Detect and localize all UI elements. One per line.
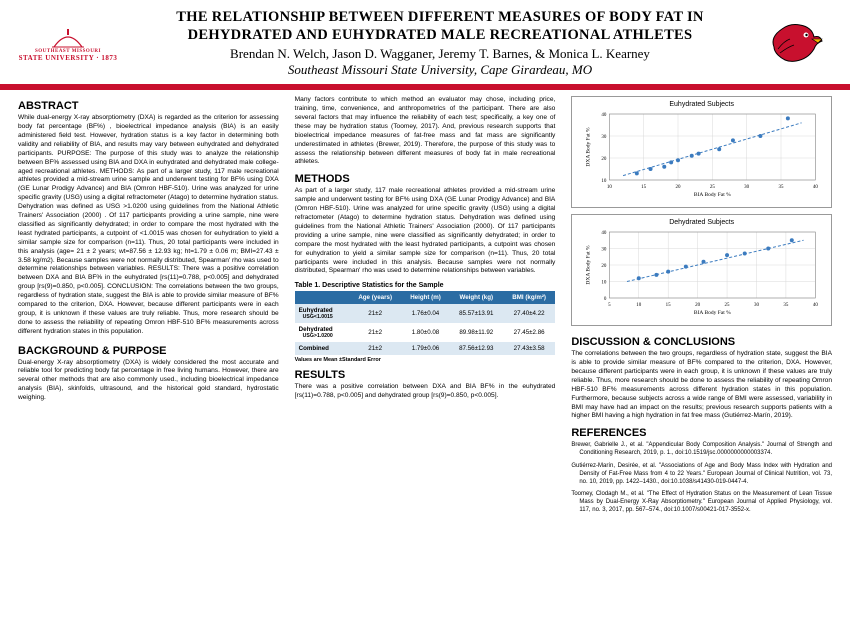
reference-item: Brewer, Gabrielle J., et al. "Appendicul… — [571, 441, 832, 457]
svg-text:10: 10 — [637, 303, 643, 308]
table-cell: 87.56±12.93 — [450, 342, 503, 355]
table-caption: Table 1. Descriptive Statistics for the … — [295, 282, 556, 289]
column-1: ABSTRACT While dual-energy X-ray absorpt… — [18, 96, 279, 518]
svg-text:35: 35 — [779, 185, 785, 190]
methods-text: As part of a larger study, 117 male recr… — [295, 187, 556, 276]
svg-text:BIA Body Fat %: BIA Body Fat % — [694, 310, 731, 316]
svg-text:DXA Body Fat %: DXA Body Fat % — [586, 245, 592, 285]
svg-text:20: 20 — [602, 157, 608, 162]
stats-table: Age (years)Height (m)Weight (kg)BMI (kg/… — [295, 291, 556, 355]
svg-text:20: 20 — [602, 264, 608, 269]
title-block: THE RELATIONSHIP BETWEEN DIFFERENT MEASU… — [130, 8, 750, 78]
column-2: Many factors contribute to which method … — [295, 96, 556, 518]
abstract-heading: ABSTRACT — [18, 100, 279, 112]
svg-text:15: 15 — [666, 303, 672, 308]
table-note: Values are Mean ±Standard Error — [295, 357, 556, 363]
background-heading: BACKGROUND & PURPOSE — [18, 345, 279, 357]
svg-text:DXA Body Fat %: DXA Body Fat % — [586, 127, 592, 167]
svg-text:30: 30 — [754, 303, 760, 308]
dome-icon — [50, 25, 86, 49]
table-row: DehydratedUSG>1.020021±21.80±0.0889.98±1… — [295, 323, 556, 342]
svg-text:10: 10 — [602, 281, 608, 286]
svg-text:BIA Body Fat %: BIA Body Fat % — [694, 192, 731, 198]
svg-text:40: 40 — [813, 185, 819, 190]
table-header: Age (years) — [349, 291, 401, 304]
logo-text-bottom: STATE UNIVERSITY · 1873 — [19, 54, 118, 62]
header: SOUTHEAST MISSOURI STATE UNIVERSITY · 18… — [0, 0, 850, 84]
table-header: Weight (kg) — [450, 291, 503, 304]
affiliation: Southeast Missouri State University, Cap… — [130, 62, 750, 78]
row-label: Combined — [295, 342, 349, 355]
column-3: Euhydrated Subjects 10 20 30 40 10 15 20 25 30 35… — [571, 96, 832, 518]
table-row: Combined21±21.79±0.0687.56±12.9327.43±3.… — [295, 342, 556, 355]
table-header: BMI (kg/m²) — [503, 291, 555, 304]
discussion-text: The correlations between the two groups,… — [571, 350, 832, 421]
results-heading: RESULTS — [295, 369, 556, 381]
authors: Brendan N. Welch, Jason D. Wagganer, Jer… — [130, 46, 750, 62]
chart2-svg: 0 10 20 30 40 5 10 15 20 25 30 35 40 BIA Body Fat % DX… — [576, 228, 827, 316]
svg-text:40: 40 — [813, 303, 819, 308]
table-header: Height (m) — [401, 291, 449, 304]
references-list: Brewer, Gabrielle J., et al. "Appendicul… — [571, 441, 832, 518]
reference-item: Toomey, Clodagh M., et al. "The Effect o… — [571, 490, 832, 514]
table-cell: 85.57±13.91 — [450, 304, 503, 323]
table-cell: 1.80±0.08 — [401, 323, 449, 342]
table-cell: 1.79±0.06 — [401, 342, 449, 355]
svg-text:25: 25 — [710, 185, 716, 190]
chart2-title: Dehydrated Subjects — [576, 219, 827, 226]
divider-bar — [0, 84, 850, 90]
table-cell: 21±2 — [349, 304, 401, 323]
background-text: Dual-energy X-ray absorptiometry (DXA) i… — [18, 359, 279, 403]
chart1-title: Euhydrated Subjects — [576, 101, 827, 108]
table-cell: 21±2 — [349, 342, 401, 355]
row-label: DehydratedUSG>1.0200 — [295, 323, 349, 342]
chart-dehydrated: Dehydrated Subjects 0 10 20 30 40 5 10 15 20 25 30… — [571, 214, 832, 326]
references-heading: REFERENCES — [571, 427, 832, 439]
logo-left: SOUTHEAST MISSOURI STATE UNIVERSITY · 18… — [18, 16, 118, 70]
svg-text:40: 40 — [602, 113, 608, 118]
table-cell: 27.43±3.58 — [503, 342, 555, 355]
table-cell: 89.98±11.92 — [450, 323, 503, 342]
svg-text:20: 20 — [676, 185, 682, 190]
svg-text:30: 30 — [602, 135, 608, 140]
chart-euhydrated: Euhydrated Subjects 10 20 30 40 10 15 20 25 30 35… — [571, 96, 832, 208]
svg-text:15: 15 — [642, 185, 648, 190]
table-cell: 1.76±0.04 — [401, 304, 449, 323]
table-row: EuhydratedUSG<1.001521±21.76±0.0485.57±1… — [295, 304, 556, 323]
abstract-text: While dual-energy X-ray absorptiometry (… — [18, 114, 279, 336]
row-label: EuhydratedUSG<1.0015 — [295, 304, 349, 323]
poster-title: THE RELATIONSHIP BETWEEN DIFFERENT MEASU… — [130, 8, 750, 44]
results-text: There was a positive correlation between… — [295, 383, 556, 401]
table-cell: 27.45±2.86 — [503, 323, 555, 342]
svg-text:20: 20 — [695, 303, 701, 308]
methods-heading: METHODS — [295, 173, 556, 185]
reference-item: Gutiérrez-Marín, Desirée, et al. "Associ… — [571, 462, 832, 486]
chart1-svg: 10 20 30 40 10 15 20 25 30 35 40 BIA Body Fat % DXA … — [576, 110, 827, 198]
svg-text:5: 5 — [608, 303, 611, 308]
svg-text:10: 10 — [602, 179, 608, 184]
svg-text:40: 40 — [602, 231, 608, 236]
columns: ABSTRACT While dual-energy X-ray absorpt… — [0, 96, 850, 528]
table-header — [295, 291, 349, 304]
logo-right — [762, 16, 832, 70]
table-cell: 27.40±4.22 — [503, 304, 555, 323]
svg-text:10: 10 — [607, 185, 613, 190]
svg-text:30: 30 — [745, 185, 751, 190]
intro-text: Many factors contribute to which method … — [295, 96, 556, 167]
svg-text:25: 25 — [725, 303, 731, 308]
discussion-heading: DISCUSSION & CONCLUSIONS — [571, 336, 832, 348]
svg-text:30: 30 — [602, 248, 608, 253]
svg-text:0: 0 — [604, 297, 607, 302]
redhawk-icon — [768, 19, 826, 67]
table-cell: 21±2 — [349, 323, 401, 342]
svg-text:35: 35 — [784, 303, 790, 308]
